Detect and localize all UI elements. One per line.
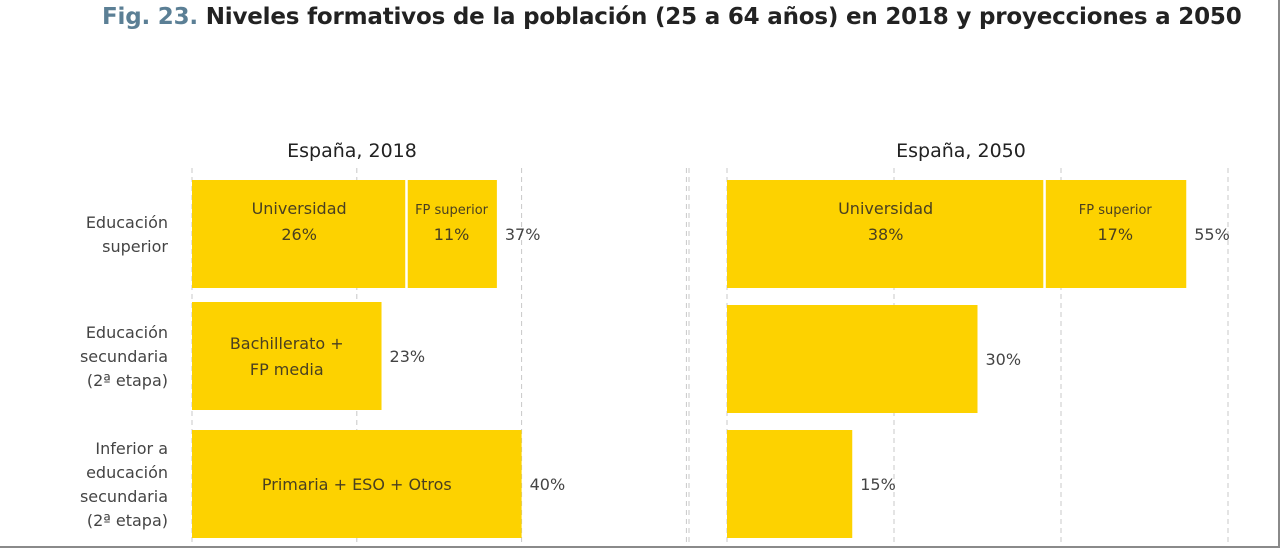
figure-title-text: Niveles formativos de la población (25 a… [197, 4, 1242, 30]
figure-number: Fig. 23. [102, 4, 198, 30]
bar-segment-universidad [192, 180, 407, 288]
bar-segment-primaria-eso-otros [192, 430, 522, 538]
panel-title: España, 2018 [287, 140, 417, 162]
category-label: secundaria [80, 487, 168, 506]
bar-segment-bachillerato-fp-media [192, 302, 382, 410]
segment-label: 26% [281, 225, 317, 244]
segment-label: 17% [1097, 225, 1133, 244]
segment-label: FP superior [1079, 203, 1153, 218]
category-label: Educación [86, 213, 168, 232]
total-label: 30% [986, 350, 1022, 369]
segment-label: Primaria + ESO + Otros [262, 475, 452, 494]
category-label: educación [86, 463, 168, 482]
panel-title: España, 2050 [896, 140, 1026, 162]
total-label: 37% [505, 225, 541, 244]
category-label: Educación [86, 323, 168, 342]
segment-label: Universidad [838, 199, 933, 218]
total-label: 55% [1194, 225, 1230, 244]
category-label: (2ª etapa) [87, 511, 168, 530]
segment-label: FP superior [415, 203, 489, 218]
bar-segment-fp-superior [407, 180, 497, 288]
category-label: secundaria [80, 347, 168, 366]
segment-label: Bachillerato + [230, 334, 344, 353]
bar-segment-fp-superior [1045, 180, 1187, 288]
bar-segment-primaria-eso-otros [727, 430, 853, 538]
bar-segment-universidad [727, 180, 1045, 288]
total-label: 15% [860, 475, 896, 494]
segment-label: 38% [868, 225, 904, 244]
bar-segment-bachillerato-fp-media [727, 305, 978, 413]
segment-label: FP media [250, 360, 324, 379]
total-label: 40% [530, 475, 566, 494]
figure-title: Fig. 23. Niveles formativos de la poblac… [102, 4, 1242, 30]
category-label: superior [102, 237, 168, 256]
category-label: Inferior a [95, 439, 168, 458]
total-label: 23% [390, 347, 426, 366]
segment-label: Universidad [252, 199, 347, 218]
segment-label: 11% [434, 225, 470, 244]
category-label: (2ª etapa) [87, 371, 168, 390]
